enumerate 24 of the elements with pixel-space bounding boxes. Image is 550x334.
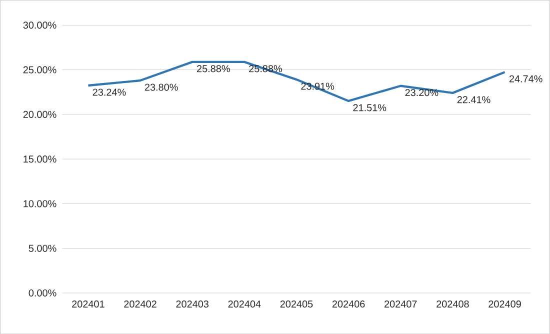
x-tick-label: 202402: [124, 300, 156, 308]
data-label: 25.88%: [197, 65, 230, 72]
y-tick-label: 30.00%: [23, 22, 56, 29]
data-label: 23.24%: [92, 88, 126, 96]
x-tick-label: 202404: [228, 300, 261, 308]
data-label: 22.41%: [457, 96, 490, 104]
x-tick-label: 202407: [384, 300, 417, 308]
x-tick-label: 202408: [436, 300, 469, 308]
line-series: [87, 60, 506, 102]
data-label: 23.80%: [144, 84, 178, 91]
data-label: 21.51%: [353, 104, 386, 112]
x-tick-label: 202403: [176, 300, 209, 308]
data-label: 23.20%: [405, 88, 438, 96]
y-tick-label: 25.00%: [23, 66, 56, 74]
data-label: 24.74%: [509, 75, 542, 82]
x-tick-label: 202409: [488, 300, 521, 308]
x-tick-label: 202401: [72, 300, 104, 308]
y-tick-label: 20.00%: [23, 110, 56, 118]
x-tick-label: 202406: [332, 300, 365, 308]
x-tick-label: 202405: [280, 300, 313, 308]
y-tick-label: 5.00%: [28, 244, 56, 252]
y-tick-label: 15.00%: [24, 155, 56, 163]
y-tick-label: 0.00%: [28, 289, 56, 296]
y-tick-label: 10.00%: [24, 200, 56, 208]
